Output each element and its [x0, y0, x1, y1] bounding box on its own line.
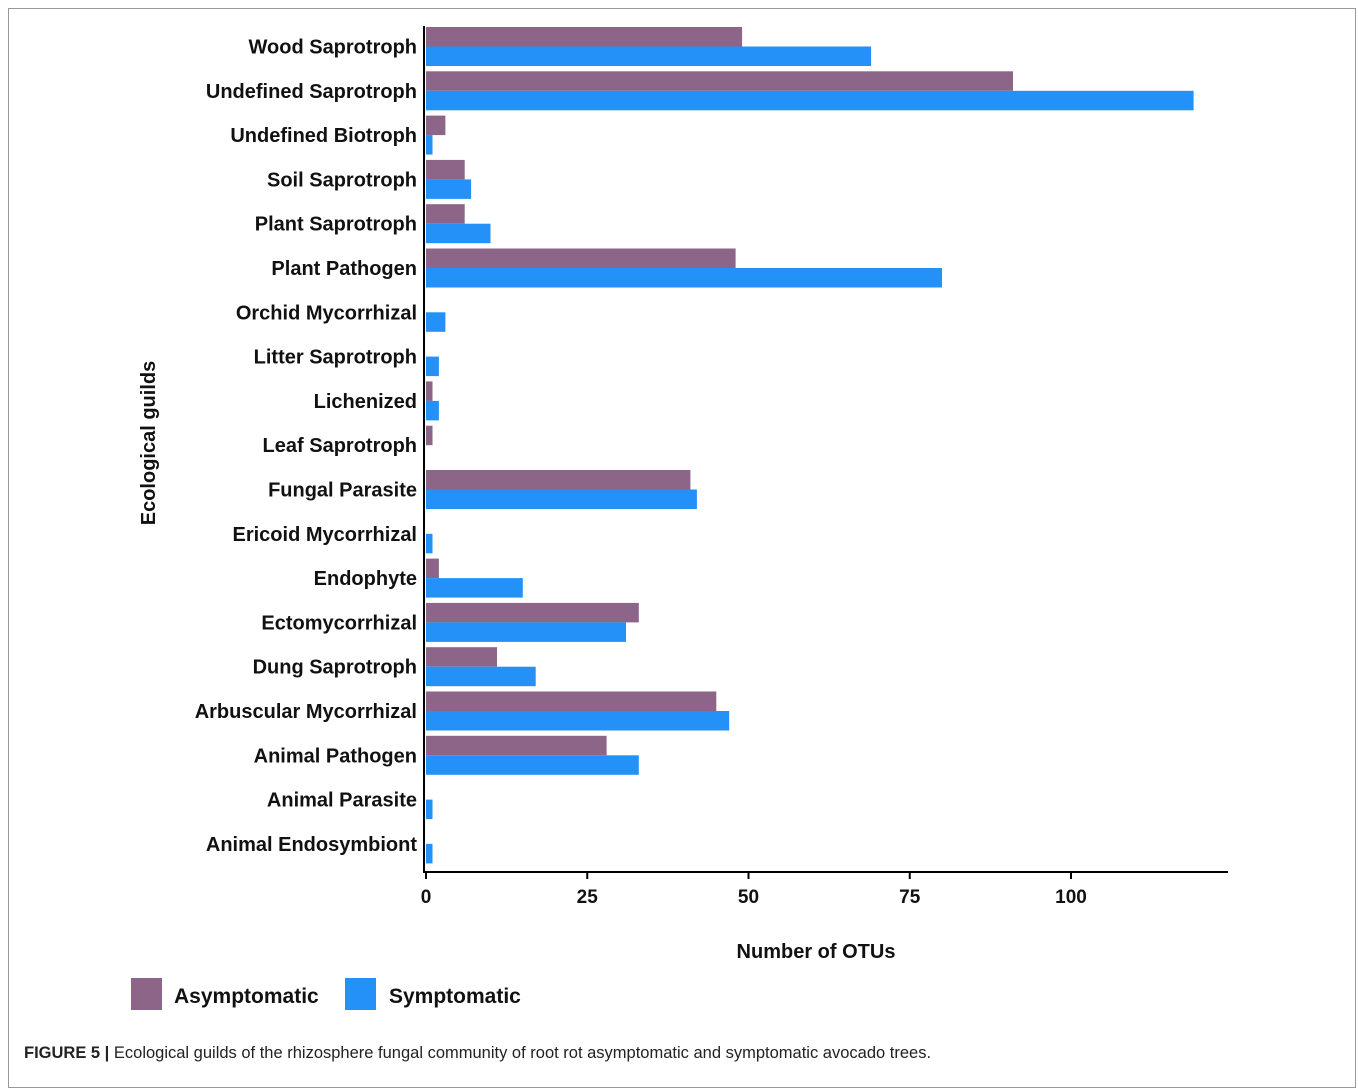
bar-asymptomatic-animal-pathogen: [426, 735, 607, 756]
bar-symptomatic-plant-pathogen: [426, 268, 942, 288]
category-label-plant-pathogen: Plant Pathogen: [271, 258, 417, 280]
x-tick-label-75: 75: [899, 887, 921, 908]
bar-symptomatic-lichenized: [426, 400, 439, 421]
x-tick-label-25: 25: [577, 887, 599, 908]
y-axis-title: Ecological guilds: [138, 361, 160, 525]
category-label-animal-pathogen: Animal Pathogen: [254, 745, 417, 767]
category-label-litter-saprotroph: Litter Saprotroph: [254, 347, 417, 369]
bar-symptomatic-undefined-saprotroph: [426, 90, 1194, 111]
figure-frame: [8, 8, 1356, 1088]
x-tick-label-50: 50: [738, 887, 759, 908]
bar-asymptomatic-leaf-saprotroph: [426, 425, 433, 446]
bar-chart: Wood Saprotroph Undefined Saprotroph Undef…: [131, 26, 1228, 1010]
bar-asymptomatic-undefined-saprotroph: [426, 71, 1013, 91]
category-label-endophyte: Endophyte: [314, 568, 417, 590]
bar-asymptomatic-endophyte: [426, 558, 439, 579]
bars-layer: [426, 27, 1194, 864]
bar-symptomatic-orchid-mycorrhizal: [426, 312, 446, 332]
bar-asymptomatic-undefined-biotroph: [426, 115, 446, 136]
category-label-animal-endosymbiont: Animal Endosymbiont: [206, 834, 417, 856]
bar-symptomatic-endophyte: [426, 578, 523, 598]
bar-symptomatic-arbuscular-mycorrhizal: [426, 711, 730, 731]
legend-swatch-symptomatic: [345, 978, 376, 1010]
category-label-undefined-saprotroph: Undefined Saprotroph: [206, 81, 417, 103]
category-label-animal-parasite: Animal Parasite: [267, 790, 417, 812]
bar-asymptomatic-ectomycorrhizal: [426, 602, 639, 623]
legend-label-asymptomatic: Asymptomatic: [174, 985, 319, 1008]
figure-caption: FIGURE 5 | Ecological guilds of the rhiz…: [24, 1044, 1334, 1063]
category-label-soil-saprotroph: Soil Saprotroph: [267, 169, 417, 191]
bar-symptomatic-fungal-parasite: [426, 489, 697, 509]
bar-symptomatic-plant-saprotroph: [426, 223, 491, 244]
category-label-plant-saprotroph: Plant Saprotroph: [255, 214, 417, 236]
axes-layer: [423, 26, 1228, 873]
bar-asymptomatic-arbuscular-mycorrhizal: [426, 691, 717, 711]
bar-symptomatic-soil-saprotroph: [426, 179, 472, 199]
x-axis-title: Number of OTUs: [737, 941, 896, 963]
legend-swatch-asymptomatic: [131, 978, 162, 1010]
bar-symptomatic-wood-saprotroph: [426, 46, 872, 66]
bar-symptomatic-undefined-biotroph: [426, 135, 433, 155]
bar-asymptomatic-fungal-parasite: [426, 470, 691, 490]
figure-caption-text: Ecological guilds of the rhizosphere fun…: [109, 1044, 932, 1062]
category-label-wood-saprotroph: Wood Saprotroph: [249, 37, 418, 59]
bar-symptomatic-dung-saprotroph: [426, 666, 536, 687]
category-label-ericoid-mycorrhizal: Ericoid Mycorrhizal: [233, 524, 418, 546]
category-label-fungal-parasite: Fungal Parasite: [268, 480, 417, 502]
bar-symptomatic-animal-endosymbiont: [426, 843, 433, 864]
x-tick-label-100: 100: [1055, 887, 1087, 908]
bar-asymptomatic-plant-saprotroph: [426, 204, 465, 224]
bar-asymptomatic-dung-saprotroph: [426, 647, 497, 667]
figure-label: FIGURE 5 |: [24, 1044, 110, 1062]
bar-symptomatic-litter-saprotroph: [426, 356, 439, 377]
category-label-arbuscular-mycorrhizal: Arbuscular Mycorrhizal: [195, 701, 417, 723]
category-label-ectomycorrhizal: Ectomycorrhizal: [261, 612, 417, 634]
bar-asymptomatic-plant-pathogen: [426, 248, 736, 268]
legend: Asymptomatic Symptomatic: [131, 978, 521, 1010]
bar-symptomatic-animal-parasite: [426, 799, 433, 820]
bar-symptomatic-ericoid-mycorrhizal: [426, 533, 433, 554]
category-label-undefined-biotroph: Undefined Biotroph: [230, 125, 417, 147]
category-labels: Wood Saprotroph Undefined Saprotroph Undef…: [195, 37, 418, 856]
bar-asymptomatic-lichenized: [426, 381, 433, 401]
category-label-lichenized: Lichenized: [314, 391, 417, 413]
bar-symptomatic-ectomycorrhizal: [426, 622, 626, 642]
x-ticks: 0 25 50 75 100: [421, 872, 1087, 908]
legend-label-symptomatic: Symptomatic: [389, 985, 521, 1008]
category-label-dung-saprotroph: Dung Saprotroph: [253, 657, 417, 679]
bar-asymptomatic-soil-saprotroph: [426, 159, 465, 180]
category-label-orchid-mycorrhizal: Orchid Mycorrhizal: [236, 302, 417, 324]
bar-asymptomatic-wood-saprotroph: [426, 27, 743, 47]
x-tick-label-0: 0: [421, 887, 432, 908]
category-label-leaf-saprotroph: Leaf Saprotroph: [263, 435, 417, 457]
bar-symptomatic-animal-pathogen: [426, 755, 639, 775]
